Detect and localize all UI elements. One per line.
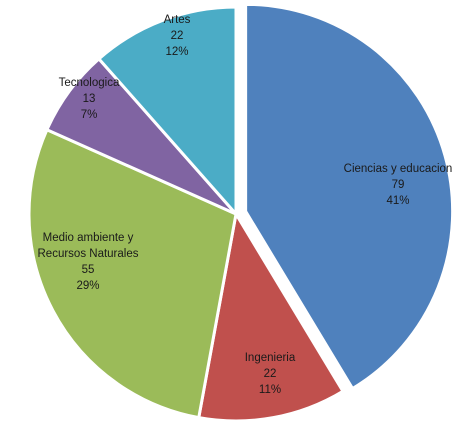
pie-slice-ingenieria: [197, 209, 345, 421]
data-label-ciencias-y-educacion: Ciencias y educacion 79 41%: [344, 163, 453, 207]
data-label-ingenieria: Ingenieria 22 11%: [245, 352, 296, 396]
pie-slice-medio-ambiente-y-recursos-naturales: [27, 127, 238, 420]
pie-slice-ciencias-y-educacion: [244, 2, 455, 391]
pie-slice-artes: [96, 5, 238, 218]
data-label-medio-ambiente-y-recursos-naturales: Medio ambiente y Recursos Naturales 55 29%: [38, 232, 139, 292]
data-label-artes: Artes 22 12%: [164, 14, 191, 58]
data-label-tecnologica: Tecnologica 13 7%: [59, 77, 120, 121]
